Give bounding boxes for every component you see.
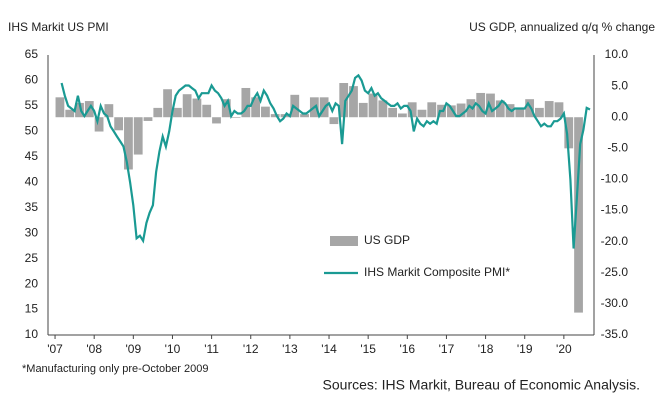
x-tick-label: '07 bbox=[47, 342, 63, 356]
bar bbox=[398, 113, 407, 118]
bar bbox=[554, 102, 564, 118]
bar bbox=[574, 117, 583, 313]
bar bbox=[133, 117, 143, 155]
bar bbox=[143, 117, 153, 121]
y2-tick-label: 10.0 bbox=[605, 47, 629, 61]
y-tick-label: 15 bbox=[25, 302, 39, 316]
bar bbox=[535, 107, 544, 118]
bar bbox=[153, 107, 163, 118]
line bbox=[60, 73, 591, 249]
bar bbox=[564, 117, 574, 149]
bar bbox=[104, 104, 114, 118]
legend-label: IHS Markit Composite PMI* bbox=[364, 265, 510, 279]
y2-tick-label: -5.0 bbox=[607, 141, 628, 155]
x-tick-label: '11 bbox=[204, 342, 219, 356]
bar bbox=[261, 106, 270, 118]
y-tick-label: 20 bbox=[25, 276, 39, 290]
legend-swatch bbox=[330, 236, 358, 246]
y-tick-label: 55 bbox=[25, 98, 39, 112]
bar bbox=[202, 104, 212, 118]
y2-tick-label: -10.0 bbox=[601, 172, 629, 186]
y-tick-label: 10 bbox=[25, 327, 39, 341]
bar bbox=[124, 117, 133, 170]
x-tick-label: '16 bbox=[399, 342, 415, 356]
bar bbox=[114, 117, 124, 131]
y2-tick-label: 5.0 bbox=[611, 78, 628, 92]
bar bbox=[515, 109, 525, 118]
bar bbox=[300, 114, 309, 118]
bar bbox=[55, 97, 65, 118]
footnote: *Manufacturing only pre-October 2009 bbox=[22, 363, 209, 375]
bar bbox=[495, 100, 505, 118]
bar bbox=[349, 86, 358, 118]
bar bbox=[221, 99, 231, 118]
y-tick-label: 60 bbox=[25, 73, 39, 87]
bar bbox=[163, 89, 172, 118]
bar bbox=[456, 103, 466, 118]
x-tick-label: '18 bbox=[478, 342, 494, 356]
x-tick-label: '17 bbox=[439, 342, 455, 356]
y2-tick-label: -20.0 bbox=[601, 234, 629, 248]
y-tick-label: 45 bbox=[25, 149, 39, 163]
x-tick-label: '13 bbox=[282, 342, 298, 356]
y-tick-label: 30 bbox=[25, 225, 39, 239]
bar bbox=[378, 100, 388, 118]
y-axis-title: IHS Markit US PMI bbox=[8, 20, 109, 34]
bar bbox=[251, 97, 261, 118]
bar bbox=[75, 102, 84, 118]
bar bbox=[446, 105, 456, 118]
bar bbox=[358, 102, 368, 118]
y-tick-label: 35 bbox=[25, 200, 39, 214]
bar bbox=[427, 102, 437, 118]
bar bbox=[525, 99, 535, 118]
x-tick-label: '14 bbox=[321, 342, 337, 356]
bar bbox=[192, 98, 202, 118]
bar bbox=[182, 94, 192, 118]
x-tick-label: '08 bbox=[86, 342, 102, 356]
x-tick-label: '10 bbox=[165, 342, 181, 356]
bar bbox=[476, 92, 486, 118]
x-tick-label: '09 bbox=[126, 342, 142, 356]
bar bbox=[407, 102, 417, 118]
x-tick-label: '19 bbox=[517, 342, 533, 356]
y-tick-label: 25 bbox=[25, 251, 39, 265]
y-tick-label: 50 bbox=[25, 124, 39, 138]
x-tick-label: '20 bbox=[556, 342, 572, 356]
bar bbox=[94, 117, 104, 132]
bar bbox=[231, 117, 241, 118]
bar bbox=[241, 87, 251, 118]
y2-tick-label: -30.0 bbox=[601, 296, 629, 310]
x-tick-label: '12 bbox=[243, 342, 259, 356]
y2-tick-label: -25.0 bbox=[601, 265, 629, 279]
bar bbox=[368, 93, 378, 118]
bar bbox=[172, 107, 182, 118]
bar bbox=[417, 109, 427, 118]
y-tick-label: 40 bbox=[25, 174, 39, 188]
bar bbox=[329, 117, 339, 125]
y2-tick-label: -35.0 bbox=[601, 327, 629, 341]
y2-tick-label: 0.0 bbox=[611, 109, 628, 123]
legend-label: US GDP bbox=[364, 233, 410, 247]
bar bbox=[544, 101, 554, 118]
source: Sources: IHS Markit, Bureau of Economic … bbox=[323, 377, 640, 393]
y-tick-label: 65 bbox=[25, 47, 39, 61]
x-tick-label: '15 bbox=[360, 342, 376, 356]
bar bbox=[339, 83, 349, 118]
bar bbox=[270, 114, 280, 118]
y2-axis-title: US GDP, annualized q/q % change bbox=[469, 20, 655, 34]
y2-tick-label: -15.0 bbox=[601, 203, 629, 217]
bar bbox=[388, 107, 398, 118]
bar bbox=[212, 117, 221, 124]
bar bbox=[65, 109, 75, 118]
